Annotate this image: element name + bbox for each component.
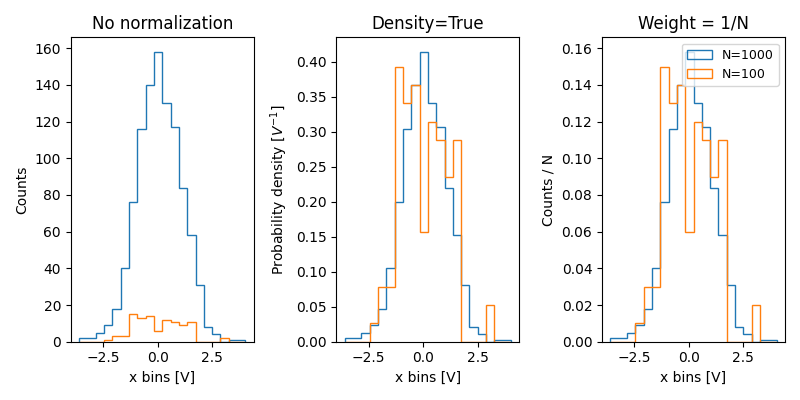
X-axis label: x bins [V]: x bins [V] [661,371,726,385]
X-axis label: x bins [V]: x bins [V] [395,371,461,385]
Y-axis label: Probability density [$V^{-1}$]: Probability density [$V^{-1}$] [269,104,290,275]
Title: Density=True: Density=True [371,15,484,33]
Title: No normalization: No normalization [91,15,233,33]
Y-axis label: Counts / N: Counts / N [542,154,556,226]
Title: Weight = 1/N: Weight = 1/N [638,15,749,33]
Y-axis label: Counts: Counts [15,165,29,214]
Legend: N=1000, N=100: N=1000, N=100 [682,44,778,86]
X-axis label: x bins [V]: x bins [V] [130,371,195,385]
